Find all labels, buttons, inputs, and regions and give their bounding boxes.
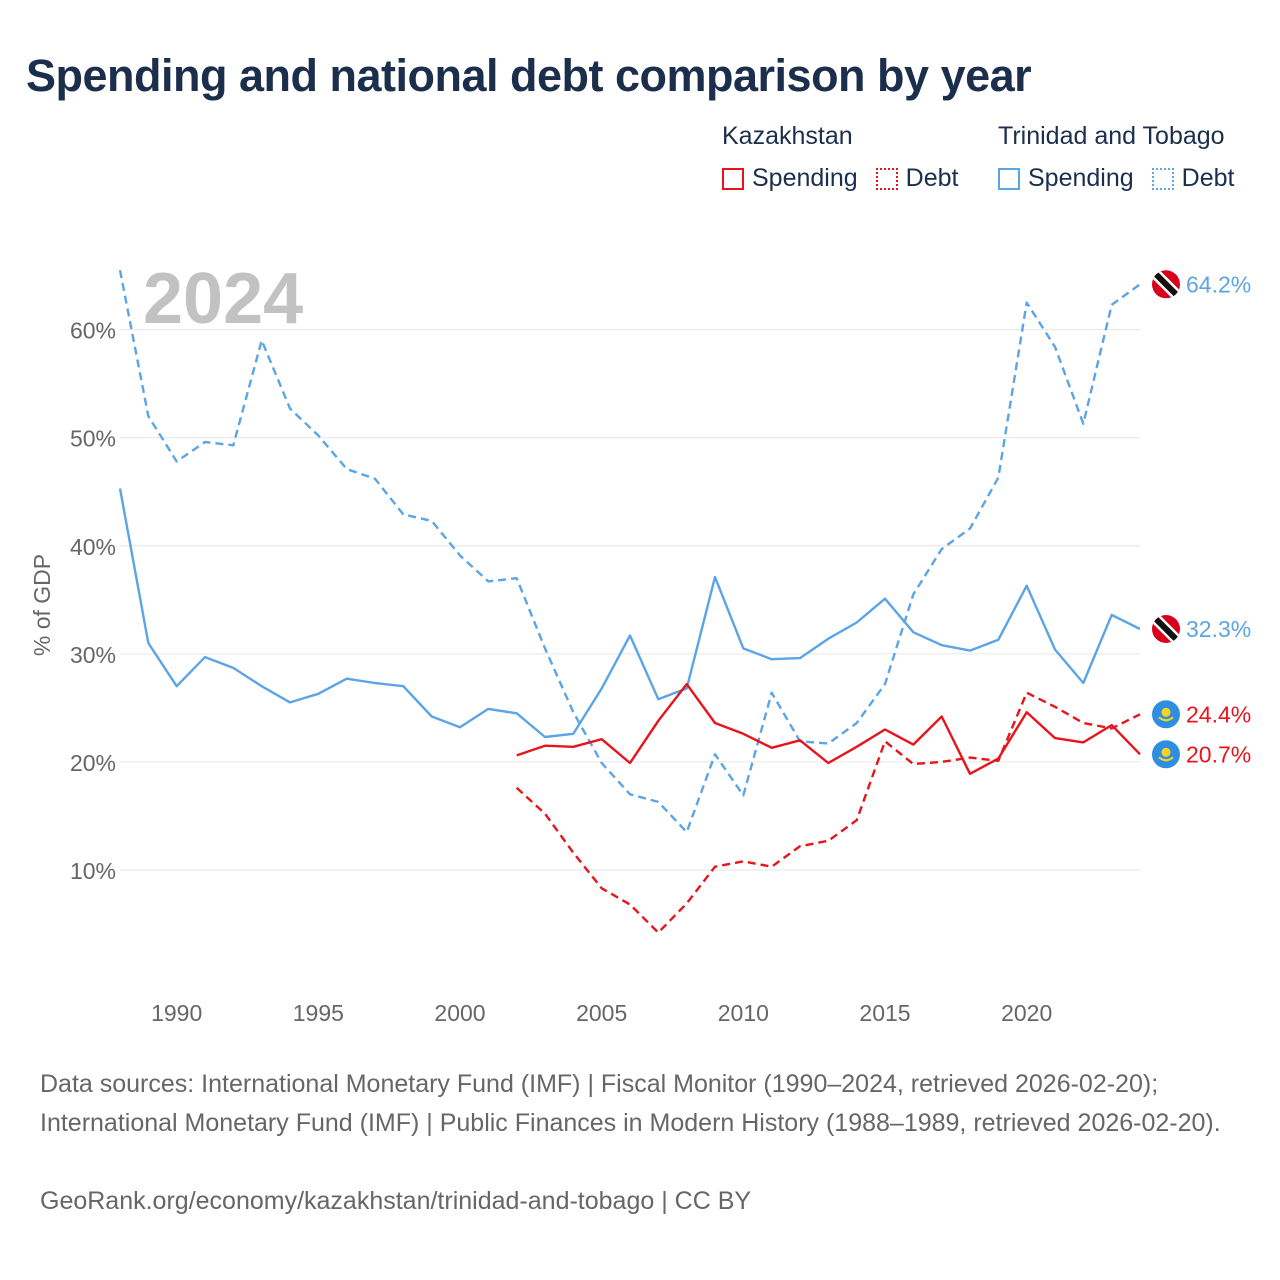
legend-group-kazakhstan: Kazakhstan Spending Debt bbox=[722, 122, 976, 193]
legend-item-kazakhstan-spending[interactable]: Spending bbox=[722, 164, 858, 193]
end-value-label: 64.2% bbox=[1186, 271, 1251, 297]
legend-country-kazakhstan: Kazakhstan bbox=[722, 122, 853, 150]
x-tick-label: 1995 bbox=[293, 1000, 344, 1026]
series-lines bbox=[118, 269, 1141, 934]
legend-item-kazakhstan-debt[interactable]: Debt bbox=[875, 164, 959, 193]
x-tick-label: 2015 bbox=[859, 1000, 910, 1026]
legend-item-trinidad-spending[interactable]: Spending bbox=[998, 164, 1134, 193]
y-tick-label: 50% bbox=[70, 426, 116, 452]
series-line-trinidad-and-tobago-spending[interactable] bbox=[118, 488, 1141, 739]
trinidad-and-tobago-flag-icon bbox=[1152, 615, 1180, 643]
y-tick-label: 20% bbox=[70, 750, 116, 776]
y-axis-ticks: 10% 20% 30% 40% 50% 60% bbox=[70, 318, 116, 884]
legend-label: Debt bbox=[1181, 164, 1235, 192]
data-sources: Data sources: International Monetary Fun… bbox=[40, 1070, 1221, 1137]
x-tick-label: 1990 bbox=[151, 1000, 202, 1026]
y-tick-label: 30% bbox=[70, 642, 116, 668]
y-axis-label: % of GDP bbox=[29, 554, 55, 656]
kazakhstan-flag-icon bbox=[1152, 700, 1180, 729]
line-chart: 2024 10% 20% 30% 40% 50% 60% 1990 1995 2000 2005… bbox=[29, 259, 1251, 1026]
series-line-kazakhstan-spending[interactable] bbox=[516, 682, 1141, 775]
x-tick-label: 2010 bbox=[718, 1000, 769, 1026]
x-tick-label: 2020 bbox=[1001, 1000, 1052, 1026]
y-tick-label: 60% bbox=[70, 318, 116, 344]
legend-swatch-dotted-icon bbox=[1151, 167, 1174, 190]
legend-swatch-solid-icon bbox=[722, 167, 744, 190]
series-line-kazakhstan-debt[interactable] bbox=[515, 691, 1141, 934]
legend-swatch-dotted-icon bbox=[875, 167, 898, 190]
legend-country-trinidad-and-tobago: Trinidad and Tobago bbox=[998, 122, 1225, 150]
grid-lines bbox=[120, 329, 1140, 871]
credit-link[interactable]: GeoRank.org/economy/kazakhstan/trinidad-… bbox=[40, 1187, 752, 1215]
chart-title: Spending and national debt comparison by… bbox=[26, 50, 1032, 101]
trinidad-and-tobago-flag-icon bbox=[1152, 270, 1180, 299]
end-markers: 64.2% 32.3% 24.4% 20.7% bbox=[1152, 270, 1251, 769]
end-value-label: 24.4% bbox=[1186, 701, 1251, 727]
end-value-label: 32.3% bbox=[1186, 616, 1251, 642]
x-tick-label: 2000 bbox=[434, 1000, 485, 1026]
legend-group-trinidad-and-tobago: Trinidad and Tobago Spending Debt bbox=[998, 122, 1234, 193]
legend-item-trinidad-debt[interactable]: Debt bbox=[1151, 164, 1235, 193]
y-tick-label: 10% bbox=[70, 858, 116, 884]
legend-label: Spending bbox=[1028, 164, 1134, 192]
series-line-trinidad-and-tobago-debt[interactable] bbox=[118, 269, 1141, 834]
x-axis-ticks: 1990 1995 2000 2005 2010 2015 2020 bbox=[151, 1000, 1052, 1026]
kazakhstan-flag-icon bbox=[1152, 740, 1180, 769]
end-value-label: 20.7% bbox=[1186, 741, 1251, 767]
legend-swatch-solid-icon bbox=[998, 167, 1020, 190]
year-watermark: 2024 bbox=[143, 259, 303, 339]
legend-label: Spending bbox=[752, 164, 858, 192]
y-tick-label: 40% bbox=[70, 534, 116, 560]
x-tick-label: 2005 bbox=[576, 1000, 627, 1026]
legend-label: Debt bbox=[905, 164, 959, 192]
